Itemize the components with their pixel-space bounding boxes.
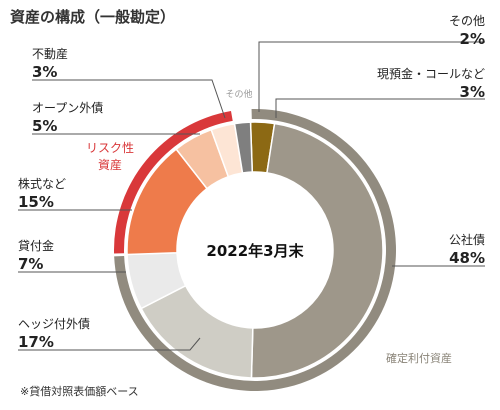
slice-value-label-2: 17% xyxy=(18,333,54,351)
donut-slice-7 xyxy=(233,121,254,174)
chart-footnote: ※貸借対照表価額ベース xyxy=(20,385,139,398)
slice-value-label-7: 2% xyxy=(460,30,485,48)
slice-name-label-7: その他 xyxy=(449,14,485,28)
slice-name-label-6: 不動産 xyxy=(32,46,68,61)
slice-name-label-4: 株式など xyxy=(18,176,66,191)
center-label: 2022年3月末 xyxy=(206,242,304,260)
slice-name-label-1: 公社債 xyxy=(449,232,485,247)
slice-name-label-2: ヘッジ付外債 xyxy=(18,316,90,331)
slice-name-label-3: 貸付金 xyxy=(18,238,54,253)
slice-value-label-0: 3% xyxy=(460,83,485,101)
chart-title: 資産の構成（一般勘定） xyxy=(10,8,176,26)
slice-value-label-3: 7% xyxy=(18,255,43,273)
fixed-income-group-label: 確定利付資産 xyxy=(386,351,452,365)
slice-name-label-5: オープン外債 xyxy=(32,100,103,115)
slice-name-label-0: 現預金・コールなど xyxy=(377,66,485,81)
slice-value-label-6: 3% xyxy=(32,63,57,81)
slice-value-label-4: 15% xyxy=(18,193,54,211)
slice-value-label-5: 5% xyxy=(32,117,57,135)
leader-line-0 xyxy=(275,98,485,118)
leader-line-7 xyxy=(258,41,485,112)
other-small-label: その他 xyxy=(225,88,252,100)
group-ring-0 xyxy=(114,111,233,254)
risk-group-label-line2: 資産 xyxy=(98,157,122,172)
leader-line-6 xyxy=(32,79,226,119)
donut-slice-1 xyxy=(250,122,384,379)
leader-line-2 xyxy=(18,337,201,351)
slice-value-label-1: 48% xyxy=(449,249,485,267)
risk-group-label-line1: リスク性 xyxy=(86,141,134,155)
